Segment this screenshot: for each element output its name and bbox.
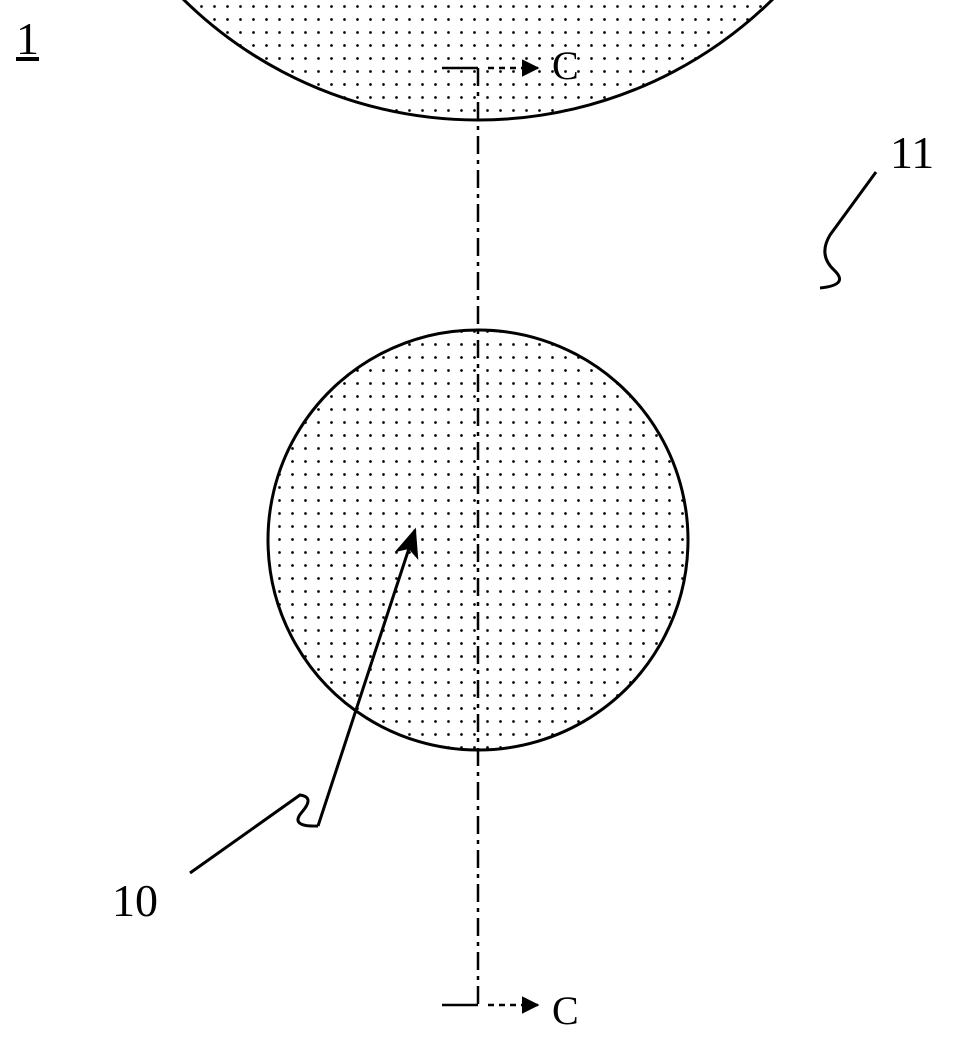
leader-11 bbox=[820, 172, 876, 288]
section-label-top: C bbox=[552, 42, 579, 89]
label-11: 11 bbox=[890, 126, 934, 179]
label-10: 10 bbox=[112, 874, 158, 927]
leader-10-squiggle bbox=[190, 795, 318, 873]
section-label-bottom: C bbox=[552, 987, 579, 1034]
figure-label: 1 bbox=[16, 12, 39, 65]
